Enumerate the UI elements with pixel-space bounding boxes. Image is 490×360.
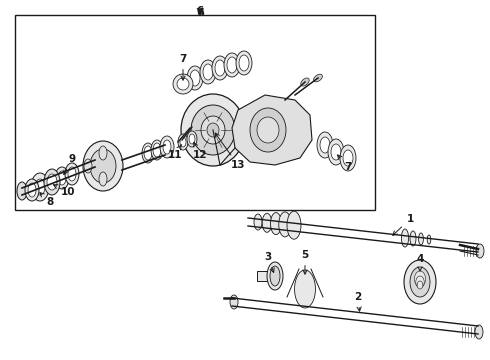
Ellipse shape [224,53,240,77]
Ellipse shape [301,78,309,86]
Ellipse shape [90,149,116,183]
Ellipse shape [160,136,174,158]
Ellipse shape [201,116,225,144]
Ellipse shape [328,139,344,165]
Text: 2: 2 [354,292,362,311]
Ellipse shape [215,60,225,76]
Text: 10: 10 [53,185,75,197]
Ellipse shape [58,171,66,185]
Bar [15,15,375,210]
Ellipse shape [153,143,161,157]
Ellipse shape [173,74,193,94]
Ellipse shape [254,214,262,230]
Ellipse shape [65,163,79,185]
Ellipse shape [262,213,272,232]
Ellipse shape [294,270,316,308]
Ellipse shape [181,94,245,166]
Text: 6: 6 [196,8,204,18]
Ellipse shape [187,122,195,130]
Ellipse shape [177,78,189,90]
Ellipse shape [178,134,188,150]
Ellipse shape [239,55,249,71]
Ellipse shape [410,231,416,246]
Ellipse shape [417,281,423,289]
Ellipse shape [267,262,283,290]
Ellipse shape [28,183,36,197]
Ellipse shape [299,273,311,293]
Ellipse shape [320,137,330,153]
Ellipse shape [207,123,219,137]
Text: 7: 7 [338,155,352,172]
Text: 3: 3 [265,252,274,273]
Text: 1: 1 [393,214,414,235]
Ellipse shape [257,117,279,143]
Ellipse shape [475,325,483,339]
Ellipse shape [187,66,203,90]
Ellipse shape [200,60,216,84]
Ellipse shape [190,70,200,86]
Ellipse shape [44,169,60,195]
Ellipse shape [250,108,286,152]
Text: 6: 6 [196,6,204,16]
Ellipse shape [55,167,69,189]
Text: 9: 9 [64,154,75,175]
Ellipse shape [47,174,57,190]
Ellipse shape [83,141,123,191]
Ellipse shape [317,132,333,158]
Ellipse shape [187,131,197,147]
Ellipse shape [144,146,152,160]
Ellipse shape [427,235,431,244]
Ellipse shape [180,137,186,147]
Ellipse shape [279,212,291,237]
Ellipse shape [17,182,27,200]
Ellipse shape [189,134,195,144]
Ellipse shape [343,150,353,166]
Polygon shape [232,95,312,165]
Ellipse shape [212,56,228,80]
Text: 5: 5 [301,250,309,274]
Text: 12: 12 [193,143,207,160]
Ellipse shape [296,271,314,303]
Text: 8: 8 [40,193,53,207]
Ellipse shape [230,295,238,309]
Text: 4: 4 [416,254,424,271]
Ellipse shape [401,229,409,247]
Ellipse shape [331,144,341,160]
Ellipse shape [142,143,154,163]
Ellipse shape [191,105,235,155]
Ellipse shape [236,51,252,75]
Ellipse shape [476,244,484,258]
Ellipse shape [25,179,39,201]
Ellipse shape [415,271,426,287]
Ellipse shape [418,233,423,245]
Ellipse shape [68,167,76,181]
Bar [257,271,277,281]
Ellipse shape [410,267,430,297]
Text: 13: 13 [215,133,245,170]
Ellipse shape [203,64,213,80]
Text: 11: 11 [168,145,182,160]
Ellipse shape [287,211,301,239]
Ellipse shape [270,213,281,235]
Ellipse shape [84,159,92,173]
Ellipse shape [298,272,312,298]
Ellipse shape [416,276,424,288]
Ellipse shape [163,140,171,154]
Ellipse shape [404,260,436,304]
Ellipse shape [314,74,322,82]
Ellipse shape [99,146,107,160]
Ellipse shape [99,172,107,186]
Text: 7: 7 [179,54,187,80]
Ellipse shape [35,179,45,195]
Ellipse shape [340,145,356,171]
Ellipse shape [270,266,280,286]
Ellipse shape [227,57,237,73]
Ellipse shape [151,140,163,160]
Ellipse shape [31,173,49,201]
